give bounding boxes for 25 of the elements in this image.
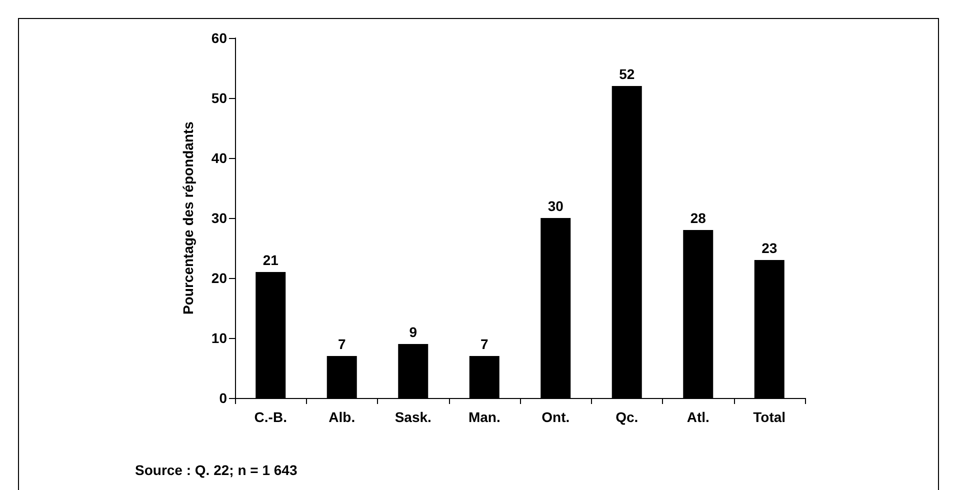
data-label: 7 bbox=[480, 336, 488, 352]
source-note: Source : Q. 22; n = 1 643 bbox=[135, 462, 298, 478]
y-tick-label: 60 bbox=[211, 30, 228, 46]
data-label: 28 bbox=[690, 210, 706, 226]
y-tick-label: 50 bbox=[211, 90, 228, 106]
data-label: 52 bbox=[619, 66, 635, 82]
x-tick-label: Total bbox=[753, 409, 786, 425]
y-tick-label: 20 bbox=[211, 270, 228, 286]
data-label: 9 bbox=[409, 324, 418, 340]
x-tick-label: Sask. bbox=[394, 409, 432, 425]
data-label: 30 bbox=[548, 198, 564, 214]
y-tick-label: 30 bbox=[211, 210, 228, 226]
x-tick-label: C.-B. bbox=[254, 409, 287, 425]
data-label: 23 bbox=[762, 240, 778, 256]
x-tick-label: Qc. bbox=[616, 409, 638, 425]
x-tick-label: Ont. bbox=[542, 409, 570, 425]
x-tick-label: Man. bbox=[468, 409, 500, 425]
y-axis-title: Pourcentage des répondants bbox=[180, 121, 196, 314]
y-tick-label: 40 bbox=[211, 150, 228, 166]
y-tick-label: 10 bbox=[211, 330, 228, 346]
data-label: 21 bbox=[262, 252, 279, 268]
x-tick-label: Alb. bbox=[328, 409, 356, 425]
data-label: 7 bbox=[338, 336, 346, 352]
y-tick-label: 0 bbox=[219, 390, 228, 406]
x-tick-label: Atl. bbox=[686, 409, 710, 425]
